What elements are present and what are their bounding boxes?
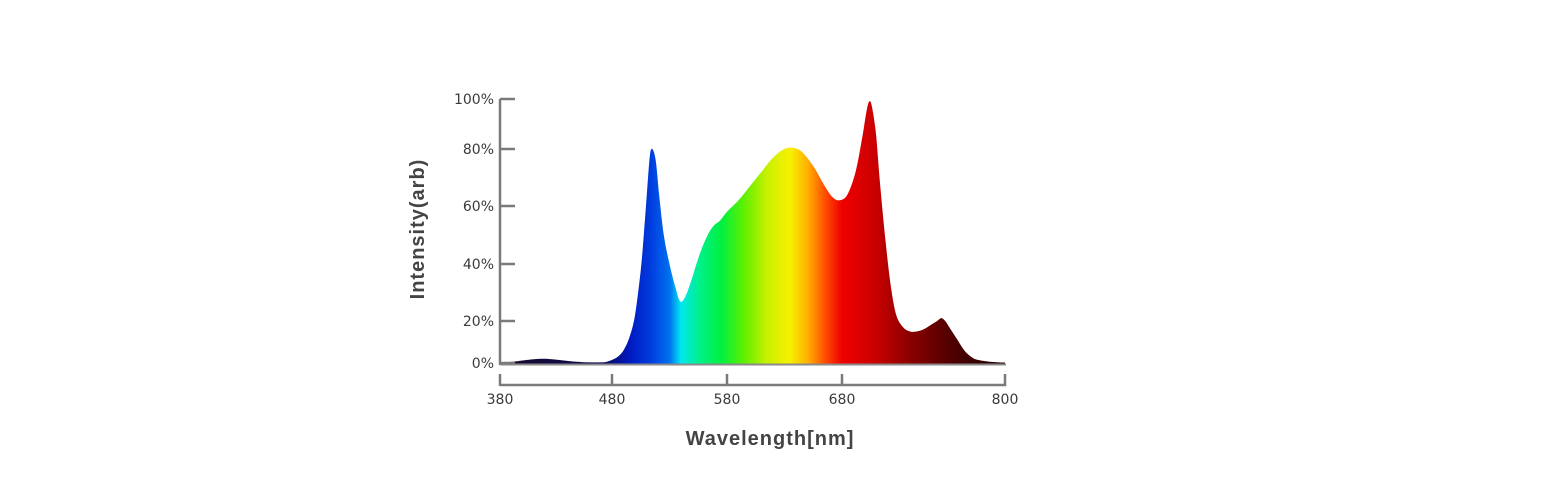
y-tick-label: 0% xyxy=(472,356,494,372)
x-tick-label: 380 xyxy=(487,392,514,408)
y-axis: 0% 20% 40% 60% 80% 100% xyxy=(454,92,1006,372)
y-tick-label: 100% xyxy=(454,92,494,108)
x-tick-label: 800 xyxy=(992,392,1019,408)
x-tick-label: 480 xyxy=(599,392,626,408)
y-ticks: 0% 20% 40% 60% 80% 100% xyxy=(454,92,515,372)
spectrum-area xyxy=(511,101,1005,364)
x-ticks: 380 480 580 680 800 xyxy=(487,374,1019,408)
y-tick-label: 60% xyxy=(463,199,494,215)
y-axis-title: Intensity(arb) xyxy=(407,159,429,300)
y-tick-label: 40% xyxy=(463,257,494,273)
x-tick-label: 680 xyxy=(829,392,856,408)
x-axis: 380 480 580 680 800 xyxy=(487,374,1019,408)
x-tick-label: 580 xyxy=(714,392,741,408)
y-tick-label: 20% xyxy=(463,314,494,330)
y-tick-label: 80% xyxy=(463,142,494,158)
x-axis-title: Wavelength[nm] xyxy=(686,428,855,450)
